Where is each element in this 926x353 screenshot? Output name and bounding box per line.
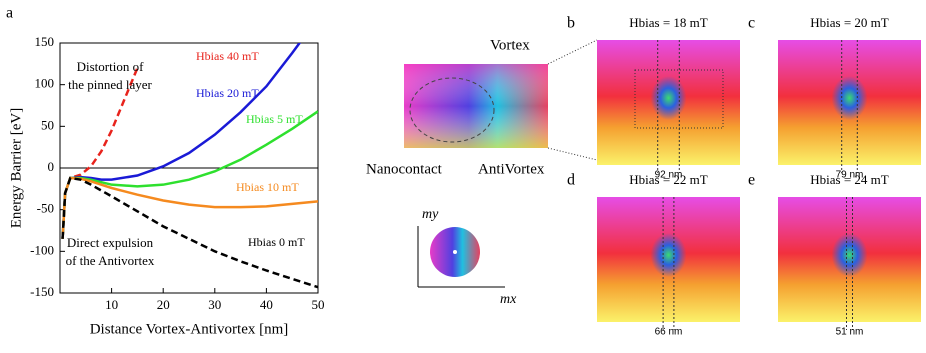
y-tick-label: 50 [41, 117, 54, 132]
vortex-core [831, 76, 868, 120]
vortex-label: Vortex [490, 37, 530, 53]
distance-label: 92 nm [655, 170, 683, 181]
vortex-core [650, 233, 687, 277]
y-tick-label: 100 [35, 76, 55, 91]
panel-title: Hbias = 18 mT [629, 15, 708, 30]
y-tick-label: 150 [35, 34, 55, 49]
series-label: Hbias 40 mT [196, 49, 259, 63]
y-tick-label: -50 [37, 201, 54, 216]
series-line [61, 176, 318, 289]
series-label: Hbias 10 mT [236, 180, 299, 194]
contact-outline [409, 77, 495, 143]
inset-shade [404, 64, 548, 148]
annotation: the pinned layer [68, 77, 152, 92]
panel-label: c [748, 15, 755, 32]
panel-title: Hbias = 22 mT [629, 172, 708, 187]
x-tick-label: 20 [157, 297, 170, 312]
wheel-center [453, 250, 457, 254]
series-label: Hbias 0 mT [248, 235, 305, 249]
x-axis-label: Distance Vortex-Antivortex [nm] [90, 321, 289, 337]
zoom-line [547, 39, 598, 65]
panel-label: d [567, 172, 575, 189]
distance-label: 79 nm [836, 170, 864, 181]
panel-label: e [748, 172, 755, 189]
panel-label: a [6, 5, 13, 22]
y-axis-label: Energy Barrier [eV] [8, 108, 24, 229]
panel-title: Hbias = 20 mT [810, 15, 889, 30]
vortex-core [831, 233, 868, 277]
zoom-box [634, 69, 724, 129]
y-tick-label: 0 [48, 159, 55, 174]
x-tick-label: 50 [312, 297, 325, 312]
series-label: Hbias 20 mT [196, 86, 259, 100]
wheel-axes [417, 226, 505, 288]
distance-label: 51 nm [836, 327, 864, 338]
plot-area [61, 43, 318, 289]
distance-label: 66 nm [655, 327, 683, 338]
antivortex-label: AntiVortex [478, 161, 545, 177]
annotation: of the Antivortex [66, 253, 155, 268]
series-line [61, 110, 318, 239]
panels: b Hbias = 18 mT 92 nm c Hbias = 20 mT 79 nm d H… [567, 15, 921, 338]
y-tick-label: -150 [30, 284, 54, 299]
chart-a: a -150 -100 -50 0 50 100 150 10 20 30 40 50 Distance … [6, 5, 325, 338]
nanocontact-label: Nanocontact [366, 161, 443, 177]
y-tick-label: -100 [30, 242, 54, 257]
inset: Vortex AntiVortex Nanocontact my mx [366, 37, 598, 307]
mx-label: mx [500, 292, 517, 307]
annotation: Distortion of [77, 59, 144, 74]
panel-label: b [567, 15, 575, 32]
annotation: Direct expulsion [67, 235, 154, 250]
series-line [61, 176, 318, 239]
x-tick-label: 30 [208, 297, 221, 312]
my-label: my [422, 207, 439, 222]
x-tick-label: 40 [260, 297, 273, 312]
vortex-core [650, 76, 687, 120]
series-label: Hbias 5 mT [246, 112, 303, 126]
zoom-line [547, 147, 598, 161]
series-line [61, 67, 139, 239]
panel-title: Hbias = 24 mT [810, 172, 889, 187]
x-tick-label: 10 [105, 297, 118, 312]
